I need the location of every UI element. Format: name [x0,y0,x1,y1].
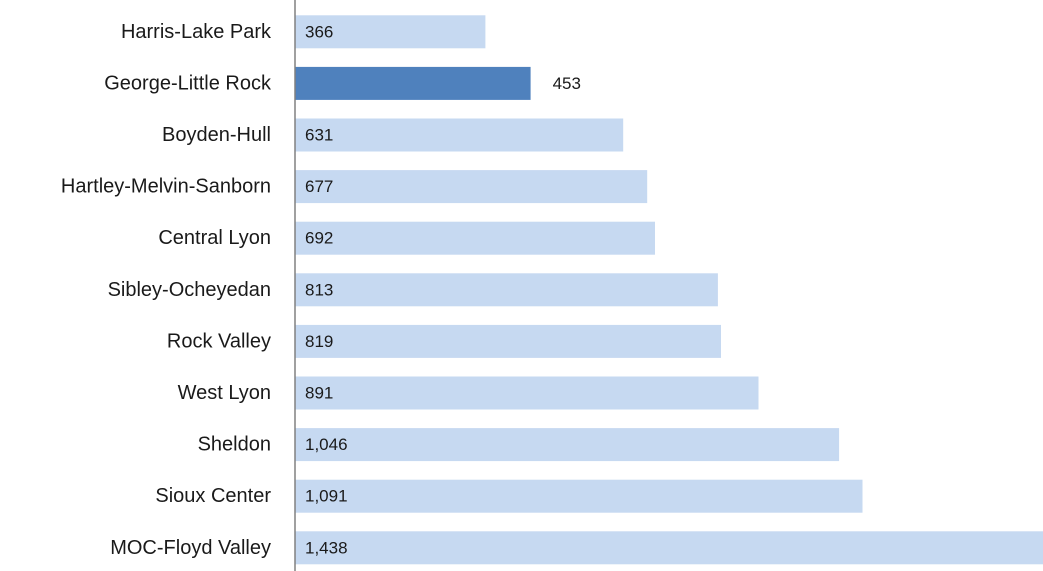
value-label-sioux-center: 1,091 [305,487,348,506]
bar-boyden-hull [295,118,624,152]
bar-sheldon [295,428,840,462]
category-label-west-lyon: West Lyon [178,382,271,404]
value-label-george-little-rock: 453 [553,74,581,93]
bar-hartley-melvin-sanborn [295,170,648,204]
value-label-central-lyon: 692 [305,229,333,248]
bar-sibley-ocheyedan [295,273,718,307]
bar-rock-valley [295,324,721,358]
bar-sioux-center [295,479,863,513]
value-label-west-lyon: 891 [305,384,333,403]
category-label-rock-valley: Rock Valley [167,330,271,352]
category-label-boyden-hull: Boyden-Hull [162,124,271,146]
category-label-central-lyon: Central Lyon [158,227,271,249]
value-label-rock-valley: 819 [305,332,333,351]
bars-layer [295,15,1043,565]
bar-harris-lake-park [295,15,486,49]
value-label-harris-lake-park: 366 [305,22,333,41]
category-label-harris-lake-park: Harris-Lake Park [121,21,272,43]
labels-layer: Harris-Lake Park 366 George-Little Rock 453… [61,21,581,559]
category-label-sioux-center: Sioux Center [155,485,271,507]
category-label-george-little-rock: George-Little Rock [104,72,272,94]
value-label-moc-floyd-valley: 1,438 [305,538,348,557]
category-label-moc-floyd-valley: MOC-Floyd Valley [110,537,271,559]
value-label-hartley-melvin-sanborn: 677 [305,177,333,196]
category-label-sibley-ocheyedan: Sibley-Ocheyedan [108,279,271,301]
category-label-hartley-melvin-sanborn: Hartley-Melvin-Sanborn [61,176,271,198]
value-label-sibley-ocheyedan: 813 [305,280,333,299]
bar-west-lyon [295,376,759,410]
value-label-boyden-hull: 631 [305,126,333,145]
bar-moc-floyd-valley [295,531,1043,565]
bar-george-little-rock [295,66,531,100]
category-label-sheldon: Sheldon [198,434,271,456]
bar-central-lyon [295,221,655,255]
value-label-sheldon: 1,046 [305,435,348,454]
